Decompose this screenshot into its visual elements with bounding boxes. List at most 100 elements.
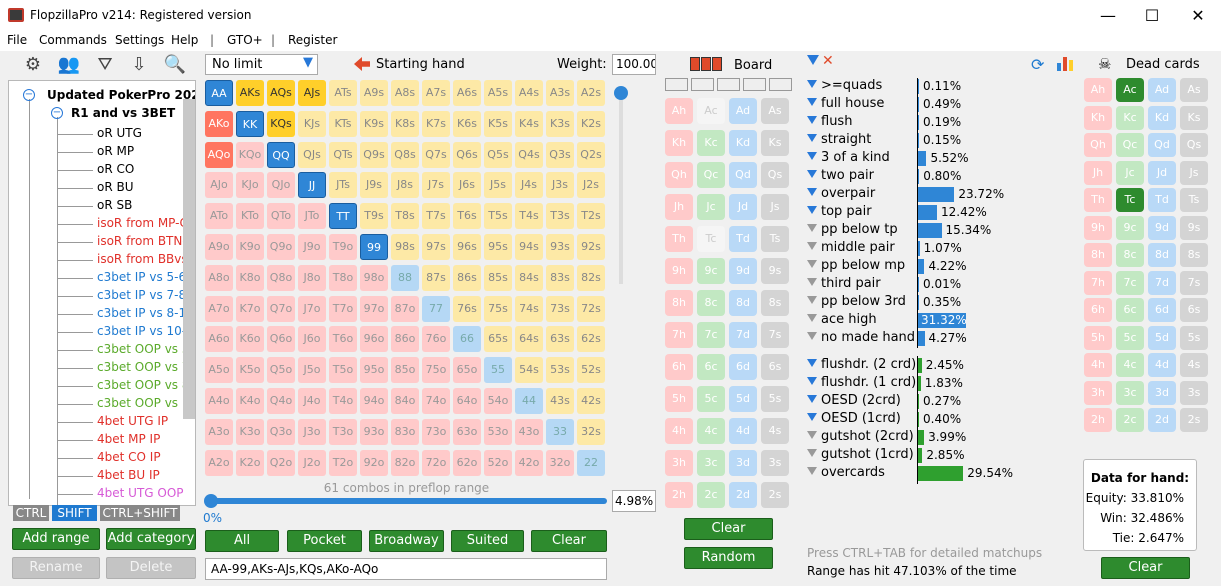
stat-row[interactable]: ace high <box>807 312 877 330</box>
board-card[interactable]: 5h <box>665 386 693 412</box>
tree-item[interactable]: isoR from BBvsSB <box>97 252 196 266</box>
hand-cell[interactable]: 42o <box>515 449 543 476</box>
board-card[interactable]: 8h <box>665 290 693 316</box>
hand-cell[interactable]: ATo <box>205 203 233 230</box>
hand-cell[interactable]: T5s <box>484 203 512 230</box>
filter-icon[interactable] <box>807 431 817 439</box>
board-card[interactable]: Th <box>665 226 693 252</box>
dead-card[interactable]: 5c <box>1116 325 1144 350</box>
dead-card[interactable]: 7d <box>1148 270 1176 295</box>
hand-cell[interactable]: QJs <box>298 141 326 168</box>
range-text-input[interactable]: AA-99,AKs-AJs,KQs,AKo-AQo <box>205 558 607 580</box>
hand-cell[interactable]: A6s <box>453 80 481 106</box>
hand-cell[interactable]: QTs <box>329 141 357 168</box>
dead-card[interactable]: Ks <box>1180 105 1208 130</box>
hand-cell[interactable]: JTo <box>298 203 326 230</box>
add-category-button[interactable]: Add category <box>106 528 196 550</box>
hand-cell[interactable]: 52s <box>577 357 605 384</box>
dead-card[interactable]: Tc <box>1116 188 1144 212</box>
board-card[interactable]: 2s <box>761 482 789 508</box>
board-card[interactable]: 2d <box>729 482 757 508</box>
dead-card[interactable]: 2h <box>1084 408 1112 432</box>
board-card[interactable]: Td <box>729 226 757 252</box>
dead-card[interactable]: Ts <box>1180 188 1208 212</box>
hand-cell[interactable]: 75o <box>422 357 450 384</box>
hand-cell[interactable]: 88 <box>391 264 419 291</box>
dead-card[interactable]: 5s <box>1180 325 1208 350</box>
hand-cell[interactable]: J8o <box>298 264 326 291</box>
hand-cell[interactable]: Q6o <box>267 326 295 353</box>
collapse-icon[interactable]: − <box>51 107 63 119</box>
hand-cell[interactable]: A4s <box>515 80 543 106</box>
filter-icon[interactable] <box>807 80 817 88</box>
users-icon[interactable]: 👥 <box>57 54 81 75</box>
hand-cell[interactable]: T3s <box>546 203 574 230</box>
hand-cell[interactable]: K3o <box>236 418 264 445</box>
tree-item[interactable]: c3bet OOP vs 12% <box>97 396 195 410</box>
hand-cell[interactable]: Q2o <box>267 449 295 476</box>
tree-item[interactable]: c3bet IP vs 8-10% <box>97 306 196 320</box>
hand-cell[interactable]: QTo <box>267 203 295 230</box>
hand-cell[interactable]: Q7s <box>422 141 450 168</box>
weight-input[interactable]: 100.00 <box>612 54 656 75</box>
board-card[interactable]: 7h <box>665 322 693 348</box>
board-card[interactable]: Jc <box>697 194 725 220</box>
dead-card[interactable]: Ad <box>1148 78 1176 102</box>
close-button[interactable]: ✕ <box>1191 6 1205 25</box>
hand-cell[interactable]: J8s <box>391 172 419 199</box>
clear-filter-icon[interactable]: ✕ <box>822 53 834 69</box>
menu-gto[interactable]: GTO+ <box>227 33 263 47</box>
hand-cell[interactable]: 82o <box>391 449 419 476</box>
hand-cell[interactable]: T3o <box>329 418 357 445</box>
stat-row[interactable]: two pair <box>807 168 874 186</box>
select-pocket-button[interactable]: Pocket <box>287 530 362 552</box>
hand-cell[interactable]: T6o <box>329 326 357 353</box>
hand-cell[interactable]: 84o <box>391 388 419 414</box>
hand-cell[interactable]: AA <box>205 80 233 106</box>
hand-cell[interactable]: T8s <box>391 203 419 230</box>
tree-item[interactable]: 4bet UTG IP <box>97 414 169 428</box>
board-card[interactable]: 8c <box>697 290 725 316</box>
hand-cell[interactable]: 53s <box>546 357 574 384</box>
hand-cell[interactable]: 95s <box>484 234 512 260</box>
filter-icon[interactable] <box>807 395 817 403</box>
filter-icon[interactable] <box>807 314 817 322</box>
hand-cell[interactable]: KJs <box>298 110 326 137</box>
board-card[interactable]: 3d <box>729 450 757 476</box>
dead-card[interactable]: 3d <box>1148 380 1176 405</box>
dead-card[interactable]: 9d <box>1148 215 1176 240</box>
hand-cell[interactable]: J4s <box>515 172 543 199</box>
filter-icon[interactable] <box>807 332 817 340</box>
board-card[interactable]: Qs <box>761 162 789 188</box>
hand-cell[interactable]: Q6s <box>453 141 481 168</box>
hand-cell[interactable]: 54o <box>484 388 512 414</box>
filter-icon[interactable] <box>807 116 817 124</box>
hand-cell[interactable]: 84s <box>515 264 543 291</box>
hand-cell[interactable]: A3s <box>546 80 574 106</box>
stat-row[interactable]: pp below mp <box>807 258 905 276</box>
stat-row[interactable]: straight <box>807 132 871 150</box>
weight-slider-handle[interactable] <box>614 86 628 100</box>
filter-icon[interactable] <box>807 170 817 178</box>
board-card[interactable]: Ts <box>761 226 789 252</box>
hand-cell[interactable]: J7s <box>422 172 450 199</box>
hand-cell[interactable]: 62s <box>577 326 605 353</box>
hand-cell[interactable]: A2o <box>205 449 233 476</box>
tree-group[interactable]: R1 and vs 3BET <box>71 106 176 120</box>
dead-card[interactable]: Js <box>1180 160 1208 185</box>
board-card[interactable]: 2c <box>697 482 725 508</box>
hand-cell[interactable]: JTs <box>329 172 357 199</box>
hand-cell[interactable]: 42s <box>577 388 605 414</box>
hand-cell[interactable]: 63s <box>546 326 574 353</box>
stat-row[interactable]: >=quads <box>807 78 882 96</box>
hand-cell[interactable]: 44 <box>515 388 543 414</box>
hand-cell[interactable]: 73o <box>422 418 450 445</box>
dead-card[interactable]: 9c <box>1116 215 1144 240</box>
hand-cell[interactable]: 32o <box>546 449 574 476</box>
board-card[interactable]: 4d <box>729 418 757 444</box>
tree-item[interactable]: c3bet IP vs 10-15% <box>97 324 195 338</box>
board-card[interactable]: 9d <box>729 258 757 284</box>
board-card[interactable]: 6h <box>665 354 693 380</box>
filter-icon[interactable] <box>807 134 817 142</box>
dead-card[interactable]: Qc <box>1116 133 1144 157</box>
